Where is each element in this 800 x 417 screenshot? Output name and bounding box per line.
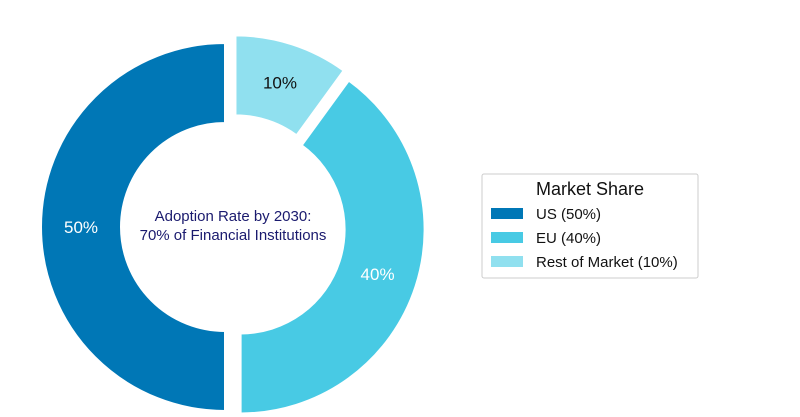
slice-labels: 50% 40% 10% [64,73,395,284]
slice-label-us: 50% [64,218,98,237]
legend-entries: US (50%) EU (40%) Rest of Market (10%) [491,206,678,271]
legend-label-us: US (50%) [536,206,601,223]
legend-label-rest-of-market: Rest of Market (10%) [536,254,678,271]
slice-label-eu: 40% [361,265,395,284]
center-text-line-1: Adoption Rate by 2030: [155,208,312,225]
center-text-line-2: 70% of Financial Institutions [140,227,327,244]
legend: Market Share US (50%) EU (40%) Rest of Mar… [481,173,699,279]
legend-box [481,173,699,279]
slice-label-rest-of-market: 10% [263,73,297,92]
legend-swatch-us [491,208,523,219]
legend-title: Market Share [536,179,644,199]
donut-slice-us [40,41,226,413]
legend-swatch-rest-of-market [491,256,523,267]
legend-swatch-eu [491,232,523,243]
donut-slice-rest-of-market [234,34,346,137]
donut-slices [40,34,426,415]
donut-slice-eu [239,79,426,415]
center-annotation: Adoption Rate by 2030: 70% of Financial … [140,208,327,244]
legend-label-eu: EU (40%) [536,230,601,247]
